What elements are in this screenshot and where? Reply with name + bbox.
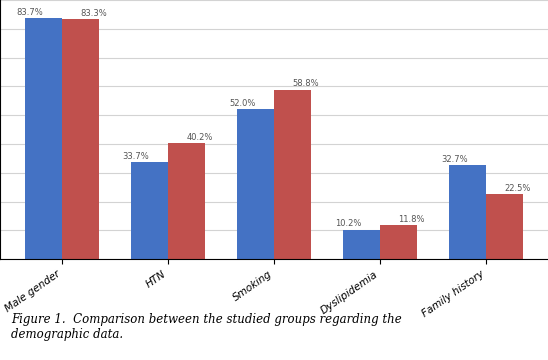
Text: 83.3%: 83.3% [81, 9, 107, 18]
Bar [131, 162, 168, 259]
Bar [343, 230, 380, 259]
Text: Figure 1.  Comparison between the studied groups regarding the
demographic data.: Figure 1. Comparison between the studied… [11, 313, 402, 341]
Bar [237, 109, 274, 259]
Text: 10.2%: 10.2% [335, 219, 362, 228]
Text: 40.2%: 40.2% [186, 133, 213, 142]
Bar [274, 90, 311, 259]
Text: 11.8%: 11.8% [398, 215, 425, 224]
Text: 58.8%: 58.8% [293, 80, 319, 89]
Text: 33.7%: 33.7% [123, 152, 150, 161]
Bar [25, 18, 62, 259]
Text: 32.7%: 32.7% [441, 154, 467, 163]
Text: 83.7%: 83.7% [16, 8, 43, 17]
Text: 52.0%: 52.0% [229, 99, 255, 108]
Text: 22.5%: 22.5% [505, 184, 531, 193]
Bar [168, 143, 205, 259]
Bar [486, 194, 523, 259]
Bar [449, 165, 486, 259]
Bar [380, 225, 417, 259]
Bar [62, 19, 99, 259]
